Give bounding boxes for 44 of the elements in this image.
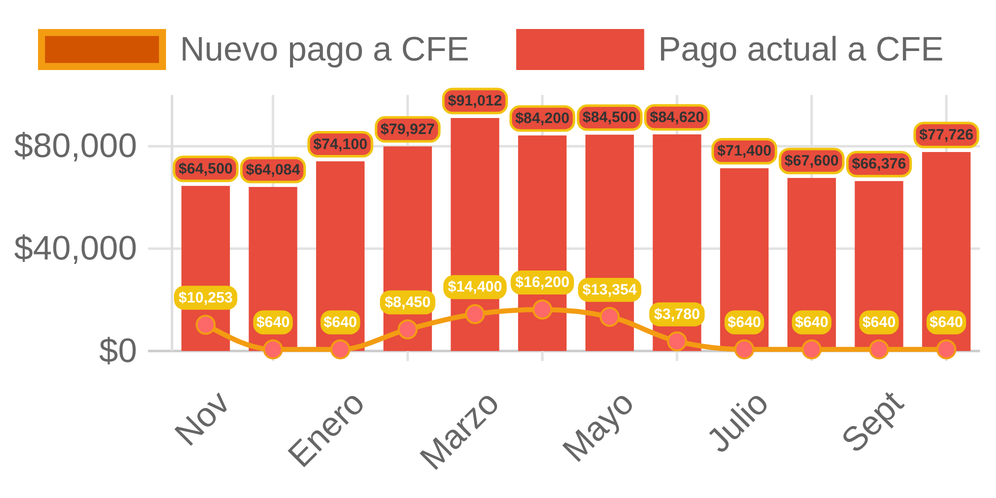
data-label: $16,200	[515, 274, 570, 292]
data-label: $64,500	[178, 160, 233, 178]
data-label: $79,927	[380, 120, 435, 138]
y-tick-label: $80,000	[14, 127, 137, 166]
point	[869, 339, 889, 360]
data-label: $640	[256, 314, 290, 331]
x-tick-label: Nov	[168, 384, 238, 454]
data-label: $74,100	[313, 136, 368, 153]
data-label: $640	[324, 314, 358, 331]
data-label: $8,450	[384, 294, 431, 311]
point	[936, 339, 956, 360]
legend-label: Pago actual a CFE	[658, 30, 944, 68]
data-label: $77,726	[919, 126, 974, 144]
point	[600, 306, 620, 327]
data-label: $67,600	[784, 152, 839, 170]
point	[196, 314, 216, 335]
point	[532, 300, 552, 320]
data-label: $640	[728, 314, 762, 331]
data-label: $640	[930, 314, 964, 331]
data-label: $640	[794, 314, 828, 331]
y-tick-label: $0	[99, 332, 137, 370]
data-label: $91,012	[448, 92, 502, 110]
data-label: $84,500	[582, 109, 637, 126]
x-tick-label: Julio	[700, 384, 776, 460]
data-label: $13,354	[582, 281, 638, 298]
data-label: $10,253	[178, 289, 233, 306]
point	[263, 339, 283, 360]
legend-label: Nuevo pago a CFE	[180, 30, 470, 68]
point	[734, 339, 754, 360]
point	[802, 339, 822, 360]
point	[398, 319, 418, 340]
y-tick-label: $40,000	[14, 230, 137, 268]
point	[465, 304, 485, 324]
data-label: $640	[862, 314, 896, 331]
data-label: $84,200	[515, 110, 570, 127]
data-label: $64,084	[246, 161, 301, 178]
data-label: $71,400	[717, 142, 772, 160]
data-label: $14,400	[448, 278, 502, 296]
point	[330, 339, 350, 360]
data-label: $66,376	[852, 156, 906, 173]
data-label: $3,780	[654, 306, 700, 323]
data-label: $84,620	[650, 108, 704, 126]
point	[667, 331, 687, 352]
bar	[922, 152, 971, 351]
